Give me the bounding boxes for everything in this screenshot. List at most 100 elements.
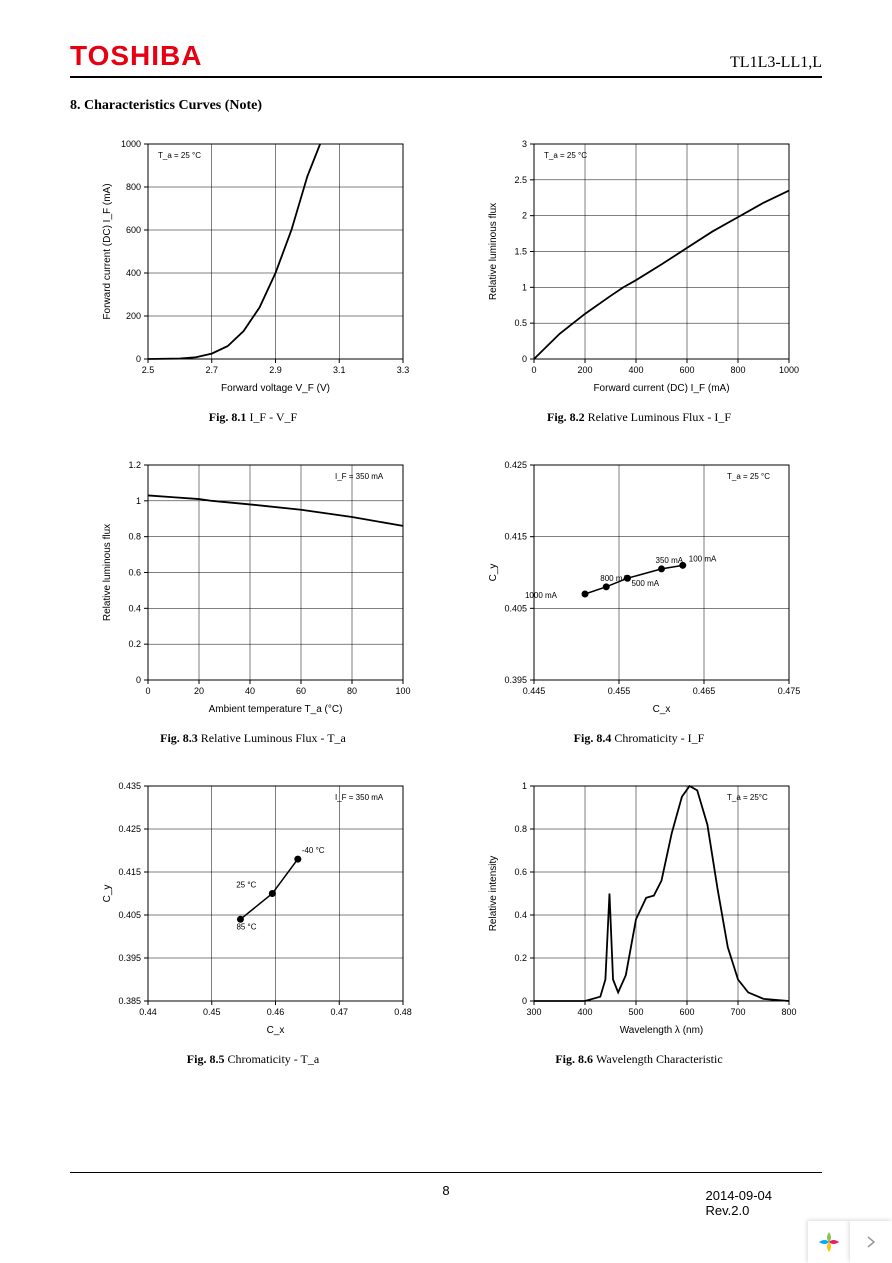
svg-text:Forward current (DC) I_F (mA: Forward current (DC) I_F (mA) — [593, 383, 729, 394]
svg-text:0.415: 0.415 — [118, 867, 141, 877]
caption-2: Fig. 8.2 Relative Luminous Flux - I_F — [547, 410, 731, 425]
svg-text:200: 200 — [126, 311, 141, 321]
svg-text:300: 300 — [526, 1007, 541, 1017]
svg-text:0.465: 0.465 — [693, 686, 716, 696]
svg-text:0.4: 0.4 — [128, 603, 141, 613]
svg-text:2.7: 2.7 — [205, 365, 218, 375]
svg-text:200: 200 — [577, 365, 592, 375]
section-title: 8. Characteristics Curves (Note) — [70, 98, 822, 114]
svg-text:800: 800 — [730, 365, 745, 375]
svg-text:40: 40 — [245, 686, 255, 696]
svg-text:600: 600 — [679, 365, 694, 375]
brand-logo: TOSHIBA — [70, 40, 203, 72]
svg-text:0.4: 0.4 — [514, 910, 527, 920]
svg-text:C_y: C_y — [102, 885, 113, 903]
svg-text:0.445: 0.445 — [523, 686, 546, 696]
svg-text:Forward voltage V_F (V): Forward voltage V_F (V) — [221, 383, 330, 394]
svg-text:3: 3 — [522, 139, 527, 149]
caption-4: Fig. 8.4 Chromaticity - I_F — [574, 731, 705, 746]
svg-text:100: 100 — [395, 686, 410, 696]
page: TOSHIBA TL1L3-LL1,L 8. Characteristics C… — [0, 0, 892, 1263]
svg-text:0.2: 0.2 — [514, 953, 527, 963]
footer-date: 2014-09-04 — [706, 1188, 773, 1203]
footer-rule — [70, 1172, 822, 1173]
corner-logo-icon[interactable] — [808, 1221, 850, 1263]
svg-text:T_a = 25 °C: T_a = 25 °C — [158, 151, 201, 160]
svg-text:800 mA: 800 mA — [600, 574, 628, 583]
svg-text:400: 400 — [126, 268, 141, 278]
svg-text:0.425: 0.425 — [504, 460, 527, 470]
svg-text:0.395: 0.395 — [504, 675, 527, 685]
svg-text:0.5: 0.5 — [514, 318, 527, 328]
svg-text:0: 0 — [136, 354, 141, 364]
svg-text:0.6: 0.6 — [514, 867, 527, 877]
svg-text:600: 600 — [679, 1007, 694, 1017]
svg-text:1000: 1000 — [121, 139, 141, 149]
svg-text:500: 500 — [628, 1007, 643, 1017]
next-page-icon[interactable] — [850, 1221, 892, 1263]
svg-text:25 °C: 25 °C — [236, 881, 256, 890]
svg-text:0: 0 — [522, 996, 527, 1006]
svg-text:80: 80 — [347, 686, 357, 696]
svg-text:I_F = 350 mA: I_F = 350 mA — [335, 793, 384, 802]
chart-1: 2.52.72.93.13.302004006008001000Forward … — [80, 134, 426, 425]
svg-text:1.2: 1.2 — [128, 460, 141, 470]
svg-text:700: 700 — [730, 1007, 745, 1017]
svg-text:0.405: 0.405 — [118, 910, 141, 920]
svg-text:1: 1 — [522, 781, 527, 791]
svg-text:2.9: 2.9 — [269, 365, 282, 375]
svg-text:T_a = 25 °C: T_a = 25 °C — [727, 472, 770, 481]
svg-text:400: 400 — [577, 1007, 592, 1017]
svg-text:0: 0 — [531, 365, 536, 375]
caption-5: Fig. 8.5 Chromaticity - T_a — [187, 1052, 319, 1067]
chart-2: 0200400600800100000.511.522.53Forward cu… — [466, 134, 812, 425]
caption-1: Fig. 8.1 I_F - V_F — [209, 410, 297, 425]
corner-nav — [808, 1221, 892, 1263]
chart-6: 30040050060070080000.20.40.60.81Waveleng… — [466, 776, 812, 1067]
svg-text:C_x: C_x — [267, 1025, 285, 1036]
svg-text:I_F = 350 mA: I_F = 350 mA — [335, 472, 384, 481]
svg-text:0.45: 0.45 — [203, 1007, 221, 1017]
svg-text:20: 20 — [194, 686, 204, 696]
svg-text:Forward current (DC) I_F (mA: Forward current (DC) I_F (mA) — [102, 183, 113, 319]
svg-text:C_x: C_x — [653, 704, 671, 715]
svg-text:2.5: 2.5 — [142, 365, 155, 375]
svg-text:1: 1 — [136, 496, 141, 506]
svg-text:0.47: 0.47 — [330, 1007, 348, 1017]
caption-6: Fig. 8.6 Wavelength Characteristic — [555, 1052, 722, 1067]
svg-text:3.1: 3.1 — [333, 365, 346, 375]
svg-text:Ambient temperature T_a (°C): Ambient temperature T_a (°C) — [209, 704, 343, 715]
svg-text:400: 400 — [628, 365, 643, 375]
svg-text:0.48: 0.48 — [394, 1007, 412, 1017]
svg-text:1: 1 — [522, 282, 527, 292]
svg-text:0.475: 0.475 — [778, 686, 801, 696]
svg-text:0.46: 0.46 — [267, 1007, 285, 1017]
footer-rev: Rev.2.0 — [706, 1203, 773, 1218]
svg-text:0.6: 0.6 — [128, 568, 141, 578]
svg-text:T_a = 25°C: T_a = 25°C — [727, 793, 768, 802]
svg-text:T_a = 25 °C: T_a = 25 °C — [544, 151, 587, 160]
svg-text:0.385: 0.385 — [118, 996, 141, 1006]
svg-text:1.5: 1.5 — [514, 247, 527, 257]
svg-text:800: 800 — [781, 1007, 796, 1017]
svg-text:0: 0 — [136, 675, 141, 685]
svg-text:60: 60 — [296, 686, 306, 696]
svg-text:500 mA: 500 mA — [632, 579, 660, 588]
chart-3: 02040608010000.20.40.60.811.2Ambient tem… — [80, 455, 426, 746]
svg-text:0.455: 0.455 — [608, 686, 631, 696]
svg-text:85 °C: 85 °C — [236, 922, 256, 931]
svg-text:0.435: 0.435 — [118, 781, 141, 791]
svg-text:600: 600 — [126, 225, 141, 235]
svg-text:0.395: 0.395 — [118, 953, 141, 963]
svg-text:Relative luminous flux: Relative luminous flux — [102, 524, 113, 621]
svg-text:0: 0 — [145, 686, 150, 696]
chart-5: 0.44 0.45 0.46 0.47 0.48 0.385 0.395 0.405 0.415… — [80, 776, 426, 1067]
svg-text:2: 2 — [522, 211, 527, 221]
svg-text:Relative luminous flux: Relative luminous flux — [488, 203, 499, 300]
svg-text:0.44: 0.44 — [139, 1007, 157, 1017]
svg-text:3.3: 3.3 — [397, 365, 410, 375]
svg-text:0.405: 0.405 — [504, 603, 527, 613]
svg-text:0.425: 0.425 — [118, 824, 141, 834]
charts-grid: 2.52.72.93.13.302004006008001000Forward … — [70, 134, 822, 1067]
svg-text:1000 mA: 1000 mA — [525, 591, 558, 600]
